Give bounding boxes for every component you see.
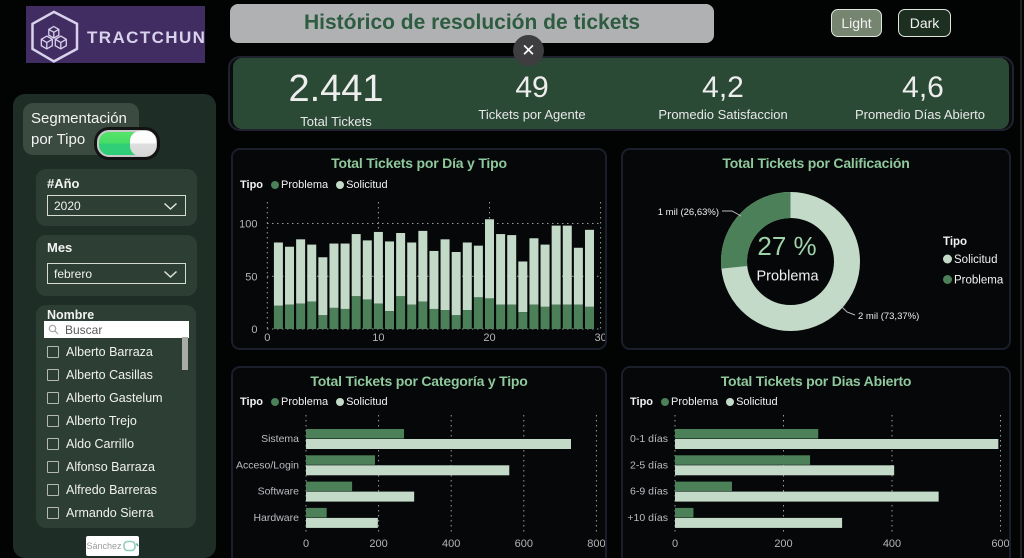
svg-text:2 mil (73,37%): 2 mil (73,37%) [858,311,919,322]
svg-text:400: 400 [883,538,901,550]
svg-text:Problema: Problema [954,275,1004,287]
svg-text:+10 días: +10 días [627,512,668,524]
svg-text:200: 200 [369,538,387,550]
svg-text:600: 600 [515,538,533,550]
svg-text:6-9 días: 6-9 días [630,486,668,498]
svg-text:2-5 días: 2-5 días [630,459,668,471]
svg-text:0-1 días: 0-1 días [630,433,668,445]
svg-text:0: 0 [672,538,678,550]
svg-text:Solicitud: Solicitud [954,254,997,266]
svg-text:Tipo: Tipo [943,236,967,248]
svg-text:Acceso/Login: Acceso/Login [236,459,299,471]
svg-text:0: 0 [303,538,309,550]
svg-text:30: 30 [594,332,605,344]
svg-text:Software: Software [258,486,300,498]
svg-text:50: 50 [245,271,257,283]
svg-text:100: 100 [239,219,257,231]
svg-text:Hardware: Hardware [253,512,299,524]
svg-text:600: 600 [991,538,1009,550]
svg-text:10: 10 [372,332,384,344]
svg-text:1 mil (26,63%): 1 mil (26,63%) [658,207,719,218]
svg-text:27 %: 27 % [757,231,816,261]
svg-text:400: 400 [442,538,460,550]
svg-text:200: 200 [774,538,792,550]
svg-text:800: 800 [587,538,605,550]
svg-text:Problema: Problema [756,269,819,285]
svg-text:0: 0 [251,324,257,336]
svg-text:20: 20 [483,332,495,344]
svg-text:0: 0 [264,332,270,344]
svg-text:Sistema: Sistema [261,433,299,445]
